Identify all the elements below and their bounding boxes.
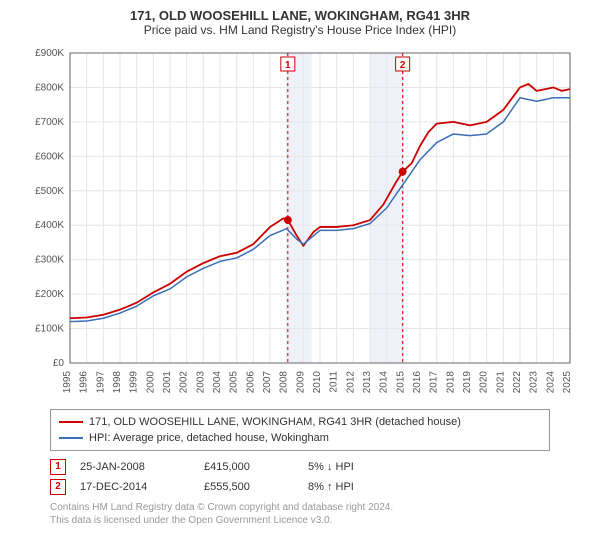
svg-text:2021: 2021 [495,371,506,394]
svg-text:2025: 2025 [562,371,573,394]
svg-text:2007: 2007 [262,371,273,394]
svg-text:2014: 2014 [379,371,390,394]
svg-text:1998: 1998 [112,371,123,394]
svg-text:2010: 2010 [312,371,323,394]
footer-attribution: Contains HM Land Registry data © Crown c… [50,501,550,527]
sale-date: 25-JAN-2008 [80,457,190,477]
svg-text:2002: 2002 [179,371,190,394]
svg-text:£800K: £800K [35,82,64,93]
legend-label: HPI: Average price, detached house, Woki… [89,430,329,446]
svg-text:2: 2 [400,60,406,71]
sale-price: £555,500 [204,477,294,497]
svg-text:2009: 2009 [295,371,306,394]
legend-item: HPI: Average price, detached house, Woki… [59,430,541,446]
footer-line-2: This data is licensed under the Open Gov… [50,514,550,527]
sale-row: 1 25-JAN-2008 £415,000 5% ↓ HPI [50,457,550,477]
svg-text:£200K: £200K [35,289,64,300]
svg-text:2019: 2019 [462,371,473,394]
chart-area: £0 £100K £200K £300K £400K £500K £600K £700K £80… [20,43,580,403]
legend-label: 171, OLD WOOSEHILL LANE, WOKINGHAM, RG41… [89,414,461,430]
sale-delta: 8% ↑ HPI [308,477,398,497]
legend-swatch [59,437,83,439]
legend: 171, OLD WOOSEHILL LANE, WOKINGHAM, RG41… [50,409,550,451]
svg-text:£900K: £900K [35,48,64,59]
svg-text:£500K: £500K [35,186,64,197]
sale-row: 2 17-DEC-2014 £555,500 8% ↑ HPI [50,477,550,497]
svg-text:2004: 2004 [212,371,223,394]
legend-item: 171, OLD WOOSEHILL LANE, WOKINGHAM, RG41… [59,414,541,430]
svg-text:£600K: £600K [35,151,64,162]
svg-text:2024: 2024 [545,371,556,394]
page-subtitle: Price paid vs. HM Land Registry's House … [10,23,590,37]
svg-text:£100K: £100K [35,324,64,335]
svg-text:1997: 1997 [95,371,106,394]
svg-text:£400K: £400K [35,220,64,231]
sale-badge: 1 [50,459,66,475]
sale-badge: 2 [50,479,66,495]
sales-table: 1 25-JAN-2008 £415,000 5% ↓ HPI 2 17-DEC-2014… [50,457,550,497]
sale-price: £415,000 [204,457,294,477]
svg-text:2017: 2017 [429,371,440,394]
svg-text:2013: 2013 [362,371,373,394]
legend-swatch [59,421,83,423]
svg-text:2000: 2000 [145,371,156,394]
price-chart: £0 £100K £200K £300K £400K £500K £600K £700K £80… [20,43,580,403]
svg-text:2008: 2008 [279,371,290,394]
sale-delta: 5% ↓ HPI [308,457,398,477]
svg-text:2016: 2016 [412,371,423,394]
svg-text:£700K: £700K [35,117,64,128]
svg-text:2020: 2020 [479,371,490,394]
svg-text:2018: 2018 [445,371,456,394]
svg-text:2006: 2006 [245,371,256,394]
svg-text:2015: 2015 [395,371,406,394]
page-title: 171, OLD WOOSEHILL LANE, WOKINGHAM, RG41… [10,8,590,23]
svg-text:2011: 2011 [329,371,340,393]
svg-text:2005: 2005 [229,371,240,394]
svg-text:£300K: £300K [35,255,64,266]
svg-text:2012: 2012 [345,371,356,394]
svg-text:2023: 2023 [529,371,540,394]
svg-text:2001: 2001 [162,371,173,394]
svg-text:2022: 2022 [512,371,523,394]
sale-date: 17-DEC-2014 [80,477,190,497]
svg-text:£0: £0 [53,358,65,369]
svg-text:2003: 2003 [195,371,206,394]
svg-text:1999: 1999 [129,371,140,394]
footer-line-1: Contains HM Land Registry data © Crown c… [50,501,550,514]
svg-text:1: 1 [285,60,291,71]
svg-text:1995: 1995 [62,371,73,394]
svg-text:1996: 1996 [79,371,90,394]
